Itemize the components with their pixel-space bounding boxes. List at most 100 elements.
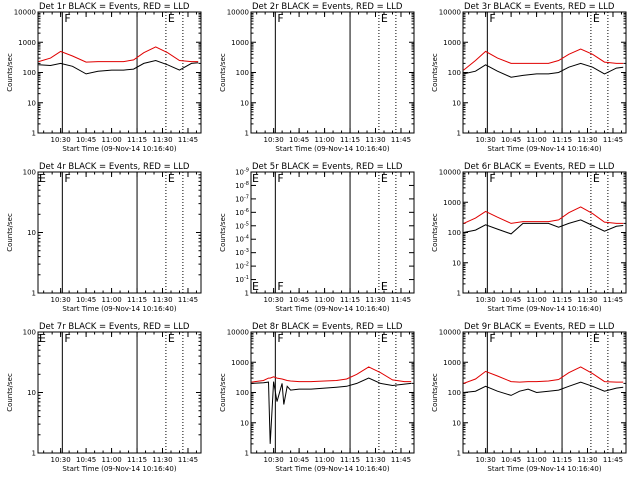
events-series-line <box>463 219 624 235</box>
y-tick-label: 10-5 <box>235 221 249 230</box>
x-axis-label: Start Time (09-Nov-14 10:16:40) <box>275 145 389 153</box>
x-tick-label: 10:45 <box>76 456 96 464</box>
y-tick-label: 1 <box>245 130 249 138</box>
panel-title: Det 4r BLACK = Events, RED = LLD <box>39 162 190 172</box>
y-tick-label: 10-3 <box>235 248 249 257</box>
y-tick-label: 10 <box>27 229 36 237</box>
x-tick-label: 11:45 <box>391 296 411 304</box>
x-tick-label: 10:45 <box>76 136 96 144</box>
marker-E-top: E <box>593 172 600 185</box>
x-tick-label: 10:45 <box>501 456 521 464</box>
marker-F-top: F <box>489 12 495 25</box>
y-axis-label: Counts/sec <box>219 53 227 92</box>
panel-det-1: Det 1r BLACK = Events, RED = LLD Start Ti… <box>6 2 202 153</box>
lld-series-line <box>463 366 624 384</box>
x-tick-label: 11:00 <box>101 456 121 464</box>
x-tick-label: 11:30 <box>365 136 385 144</box>
marker-F-top: F <box>64 172 70 185</box>
x-tick-label: 11:00 <box>101 296 121 304</box>
y-tick-label: 10 <box>27 99 36 107</box>
y-tick-label: 1 <box>245 290 249 298</box>
y-tick-label: 10 <box>27 389 36 397</box>
x-axis-label: Start Time (09-Nov-14 10:16:40) <box>487 145 601 153</box>
x-tick-label: 11:30 <box>577 136 597 144</box>
y-tick-label: 1000 <box>443 199 461 207</box>
x-tick-label: 11:45 <box>178 456 198 464</box>
y-tick-label: 1 <box>32 450 36 458</box>
x-tick-label: 10:30 <box>264 296 284 304</box>
lld-series-line <box>463 48 624 71</box>
y-tick-label: 100 <box>23 69 36 77</box>
x-tick-label: 11:00 <box>526 456 546 464</box>
x-tick-label: 10:30 <box>476 136 496 144</box>
x-tick-label: 10:30 <box>51 296 71 304</box>
y-axis-label: Counts/sec <box>431 53 439 92</box>
marker-F-top: F <box>489 332 495 345</box>
x-tick-label: 10:30 <box>476 456 496 464</box>
y-tick-label: 10-7 <box>235 194 249 203</box>
x-tick-label: 10:30 <box>51 136 71 144</box>
x-axis-label: Start Time (09-Nov-14 10:16:40) <box>487 465 601 473</box>
x-tick-label: 11:00 <box>526 296 546 304</box>
y-tick-label: 100 <box>23 329 36 337</box>
x-tick-label: 11:45 <box>391 456 411 464</box>
marker-E-top: E <box>168 172 175 185</box>
x-tick-label: 10:30 <box>264 136 284 144</box>
marker-E-top-left: E <box>39 332 46 345</box>
y-tick-label: 10-6 <box>235 208 249 217</box>
panel-det-9: Det 9r BLACK = Events, RED = LLD Start Ti… <box>431 322 627 473</box>
y-axis-label: Counts/sec <box>6 373 14 412</box>
y-tick-label: 10000 <box>439 329 461 337</box>
x-tick-label: 11:30 <box>152 136 172 144</box>
marker-E-top: E <box>381 172 388 185</box>
marker-E-top-left: E <box>252 172 259 185</box>
y-tick-label: 100 <box>448 229 461 237</box>
marker-F-top: F <box>64 332 70 345</box>
events-series-line <box>251 377 412 444</box>
x-tick-label: 11:00 <box>314 296 334 304</box>
panel-title: Det 7r BLACK = Events, RED = LLD <box>39 322 190 332</box>
panel-det-3: Det 3r BLACK = Events, RED = LLD Start Ti… <box>431 2 627 153</box>
x-axis-label: Start Time (09-Nov-14 10:16:40) <box>275 305 389 313</box>
x-axis-label: Start Time (09-Nov-14 10:16:40) <box>62 145 176 153</box>
x-tick-label: 10:45 <box>289 136 309 144</box>
y-tick-label: 1 <box>457 290 461 298</box>
y-tick-label: 10000 <box>14 9 36 17</box>
y-tick-label: 10 <box>452 419 461 427</box>
y-tick-label: 10-8 <box>235 181 249 190</box>
lld-series-line <box>463 206 624 224</box>
panel-title: Det 3r BLACK = Events, RED = LLD <box>464 2 615 12</box>
panel-title: Det 1r BLACK = Events, RED = LLD <box>39 2 190 12</box>
x-tick-label: 11:45 <box>178 296 198 304</box>
x-tick-label: 11:00 <box>314 136 334 144</box>
x-tick-label: 11:15 <box>127 456 147 464</box>
x-tick-label: 11:45 <box>603 136 623 144</box>
x-tick-label: 11:00 <box>101 136 121 144</box>
y-tick-label: 1 <box>457 130 461 138</box>
x-tick-label: 10:45 <box>289 456 309 464</box>
events-series-line <box>463 62 624 78</box>
panel-title: Det 9r BLACK = Events, RED = LLD <box>464 322 615 332</box>
x-tick-label: 10:45 <box>76 296 96 304</box>
y-tick-label: 10-4 <box>235 235 249 244</box>
x-tick-label: 11:15 <box>127 296 147 304</box>
panel-det-6: Det 6r BLACK = Events, RED = LLD Start Ti… <box>431 162 627 313</box>
panel-det-5: Det 5r BLACK = Events, RED = LLD Start Ti… <box>219 162 415 313</box>
y-tick-label: 10-1 <box>235 275 249 284</box>
y-axis-label: Counts/sec <box>219 213 227 252</box>
x-tick-label: 11:15 <box>340 456 360 464</box>
y-tick-label: 100 <box>23 169 36 177</box>
y-tick-label: 1000 <box>231 359 249 367</box>
marker-F-top: F <box>277 12 283 25</box>
x-tick-label: 11:45 <box>178 136 198 144</box>
marker-E-top-left: E <box>39 172 46 185</box>
lld-series-line <box>251 366 412 383</box>
x-tick-label: 11:45 <box>391 136 411 144</box>
x-tick-label: 11:45 <box>603 456 623 464</box>
y-tick-label: 1 <box>32 290 36 298</box>
marker-F-top: F <box>277 172 283 185</box>
marker-E-top: E <box>168 332 175 345</box>
y-tick-label: 100 <box>448 389 461 397</box>
x-tick-label: 11:30 <box>365 456 385 464</box>
